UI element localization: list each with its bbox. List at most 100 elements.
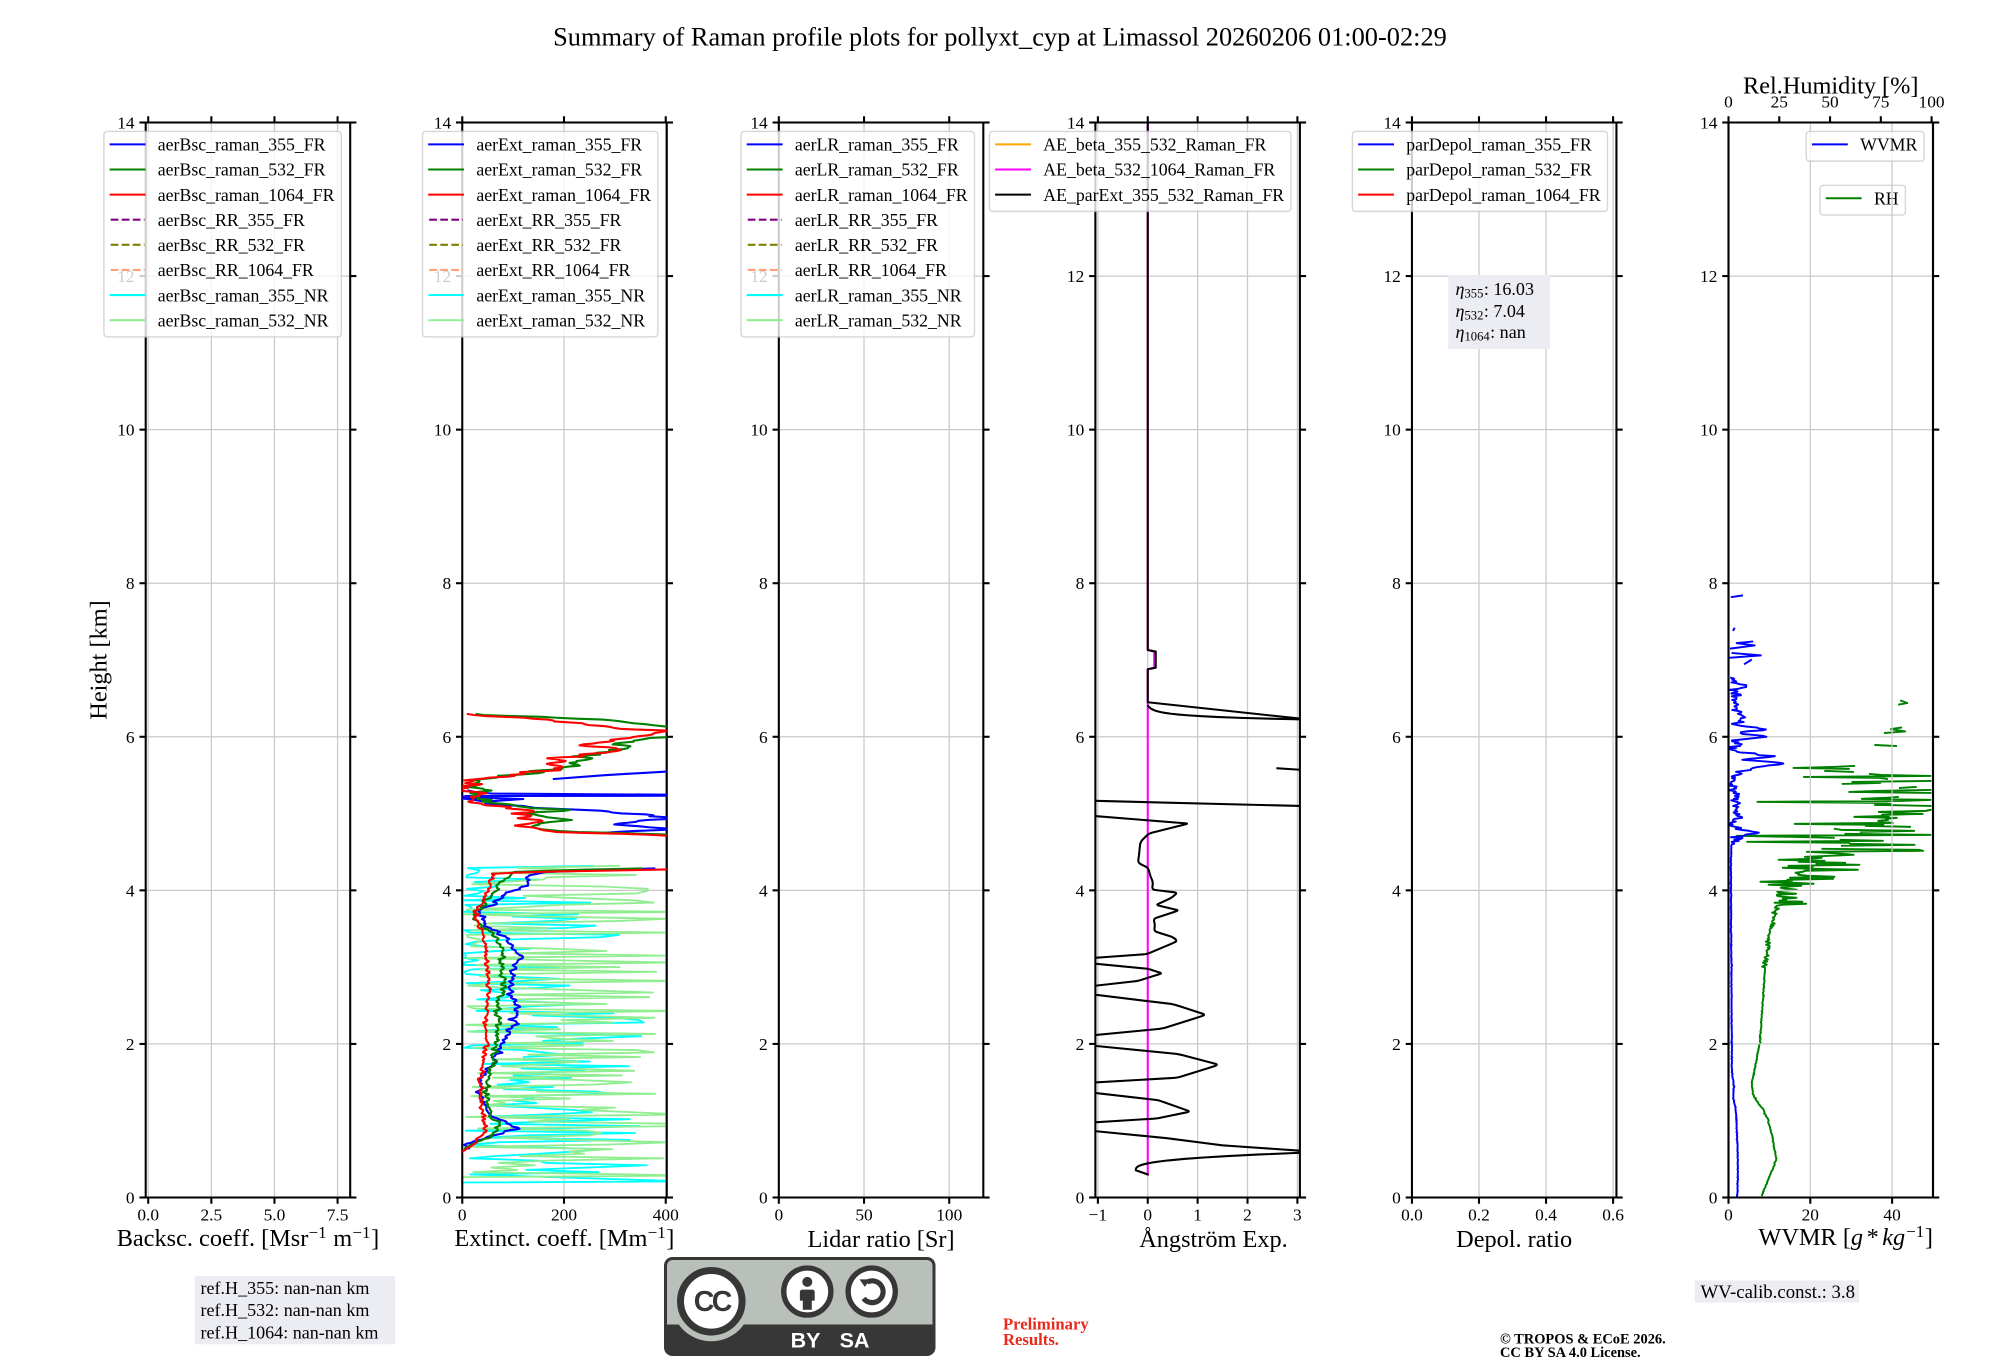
svg-text:WV-calib.const.: 3.8: WV-calib.const.: 3.8 bbox=[1701, 1282, 1856, 1303]
svg-text:aerBsc_raman_1064_FR: aerBsc_raman_1064_FR bbox=[158, 185, 335, 205]
svg-text:8: 8 bbox=[442, 574, 451, 593]
svg-text:8: 8 bbox=[759, 574, 768, 593]
svg-text:12: 12 bbox=[1067, 267, 1084, 286]
svg-text:Ångström Exp.: Ångström Exp. bbox=[1139, 1226, 1287, 1253]
svg-text:Height [km]: Height [km] bbox=[85, 600, 112, 719]
svg-text:ref.H_532: nan-nan km: ref.H_532: nan-nan km bbox=[201, 1300, 370, 1320]
svg-text:Summary of Raman profile plots: Summary of Raman profile plots for polly… bbox=[553, 22, 1447, 52]
svg-text:4: 4 bbox=[1392, 881, 1401, 900]
svg-text:6: 6 bbox=[442, 728, 451, 747]
svg-text:0: 0 bbox=[1724, 93, 1733, 112]
svg-text:40: 40 bbox=[1883, 1206, 1901, 1225]
svg-text:5.0: 5.0 bbox=[264, 1206, 286, 1225]
svg-text:4: 4 bbox=[1709, 881, 1718, 900]
svg-text:4: 4 bbox=[442, 881, 451, 900]
svg-text:aerLR_raman_532_FR: aerLR_raman_532_FR bbox=[795, 160, 959, 180]
svg-text:10: 10 bbox=[1700, 421, 1718, 440]
svg-text:0: 0 bbox=[458, 1206, 467, 1225]
svg-text:0: 0 bbox=[774, 1206, 783, 1225]
svg-text:14: 14 bbox=[1700, 114, 1718, 133]
svg-text:0: 0 bbox=[1143, 1206, 1152, 1225]
svg-text:14: 14 bbox=[1067, 114, 1085, 133]
svg-text:Results.: Results. bbox=[1003, 1330, 1059, 1349]
svg-text:8: 8 bbox=[126, 574, 135, 593]
svg-text:6: 6 bbox=[126, 728, 135, 747]
svg-text:6: 6 bbox=[759, 728, 768, 747]
svg-text:WVMR: WVMR bbox=[1860, 135, 1917, 155]
svg-text:aerExt_raman_1064_FR: aerExt_raman_1064_FR bbox=[476, 185, 651, 205]
svg-text:aerBsc_raman_532_FR: aerBsc_raman_532_FR bbox=[158, 160, 326, 180]
svg-text:parDepol_raman_1064_FR: parDepol_raman_1064_FR bbox=[1406, 185, 1601, 205]
svg-text:2: 2 bbox=[1243, 1206, 1252, 1225]
svg-text:2: 2 bbox=[1392, 1035, 1401, 1054]
svg-text:0.2: 0.2 bbox=[1468, 1206, 1490, 1225]
svg-text:aerExt_RR_1064_FR: aerExt_RR_1064_FR bbox=[476, 260, 630, 280]
svg-text:aerExt_raman_532_FR: aerExt_raman_532_FR bbox=[476, 160, 642, 180]
svg-text:14: 14 bbox=[750, 114, 768, 133]
svg-text:0.0: 0.0 bbox=[1401, 1206, 1423, 1225]
svg-text:aerBsc_RR_355_FR: aerBsc_RR_355_FR bbox=[158, 210, 305, 230]
svg-text:7.5: 7.5 bbox=[327, 1206, 349, 1225]
svg-text:aerBsc_raman_355_NR: aerBsc_raman_355_NR bbox=[158, 285, 329, 305]
svg-text:75: 75 bbox=[1872, 93, 1889, 112]
svg-text:CC BY SA 4.0 License.: CC BY SA 4.0 License. bbox=[1500, 1345, 1641, 1360]
svg-text:2: 2 bbox=[126, 1035, 135, 1054]
svg-text:© TROPOS & ECoE 2026.: © TROPOS & ECoE 2026. bbox=[1500, 1332, 1666, 1348]
svg-text:E x t i: E x t i n c t . c o e f f . [ M m ] − 1 bbox=[454, 1218, 680, 1252]
svg-text:2: 2 bbox=[759, 1035, 768, 1054]
svg-text:η 3 5 5 :: η 3 5 5 : 1 6 . 0 3 bbox=[1456, 275, 1534, 302]
svg-text:14: 14 bbox=[117, 114, 135, 133]
svg-text:RH: RH bbox=[1874, 188, 1899, 208]
svg-text:0.0: 0.0 bbox=[137, 1206, 159, 1225]
svg-text:100: 100 bbox=[936, 1206, 962, 1225]
svg-text:0: 0 bbox=[1392, 1189, 1401, 1208]
svg-text:12: 12 bbox=[1700, 267, 1717, 286]
svg-text:4: 4 bbox=[759, 881, 768, 900]
svg-text:0: 0 bbox=[1709, 1189, 1718, 1208]
svg-text:aerExt_raman_355_NR: aerExt_raman_355_NR bbox=[476, 285, 645, 305]
svg-text:3: 3 bbox=[1293, 1206, 1302, 1225]
svg-text:AE_parExt_355_532_Raman_FR: AE_parExt_355_532_Raman_FR bbox=[1043, 185, 1284, 205]
svg-text:8: 8 bbox=[1392, 574, 1401, 593]
svg-text:aerBsc_raman_532_NR: aerBsc_raman_532_NR bbox=[158, 310, 329, 330]
svg-text:aerExt_RR_355_FR: aerExt_RR_355_FR bbox=[476, 210, 621, 230]
svg-text:aerLR_RR_1064_FR: aerLR_RR_1064_FR bbox=[795, 260, 947, 280]
svg-text:10: 10 bbox=[1067, 421, 1085, 440]
svg-text:10: 10 bbox=[117, 421, 135, 440]
svg-text:2.5: 2.5 bbox=[200, 1206, 222, 1225]
svg-text:parDepol_raman_355_FR: parDepol_raman_355_FR bbox=[1406, 135, 1592, 155]
svg-text:0: 0 bbox=[759, 1189, 768, 1208]
svg-text:6: 6 bbox=[1709, 728, 1718, 747]
svg-text:0: 0 bbox=[442, 1189, 451, 1208]
svg-text:4: 4 bbox=[126, 881, 135, 900]
svg-text:aerExt_raman_355_FR: aerExt_raman_355_FR bbox=[476, 135, 642, 155]
svg-text:−1: −1 bbox=[1089, 1206, 1107, 1225]
svg-text:100: 100 bbox=[1919, 93, 1945, 112]
svg-text:ref.H_355: nan-nan km: ref.H_355: nan-nan km bbox=[201, 1278, 370, 1298]
svg-text:0: 0 bbox=[1076, 1189, 1085, 1208]
svg-text:ref.H_1064: nan-nan km: ref.H_1064: nan-nan km bbox=[201, 1322, 379, 1342]
svg-text:4: 4 bbox=[1076, 881, 1085, 900]
svg-text:50: 50 bbox=[1821, 93, 1839, 112]
svg-text:η 1 0 6 4: η 1 0 6 4 : n a n bbox=[1456, 318, 1526, 345]
svg-text:0.4: 0.4 bbox=[1535, 1206, 1557, 1225]
svg-text:aerLR_raman_1064_FR: aerLR_raman_1064_FR bbox=[795, 185, 968, 205]
svg-text:10: 10 bbox=[434, 421, 452, 440]
svg-text:AE_beta_532_1064_Raman_FR: AE_beta_532_1064_Raman_FR bbox=[1043, 160, 1275, 180]
svg-text:BY: BY bbox=[791, 1329, 821, 1353]
svg-text:25: 25 bbox=[1771, 93, 1788, 112]
svg-text:8: 8 bbox=[1076, 574, 1085, 593]
svg-text:aerLR_raman_532_NR: aerLR_raman_532_NR bbox=[795, 310, 962, 330]
svg-text:Depol. ratio: Depol. ratio bbox=[1456, 1226, 1572, 1253]
svg-text:50: 50 bbox=[855, 1206, 873, 1225]
svg-text:2: 2 bbox=[1709, 1035, 1718, 1054]
svg-text:2: 2 bbox=[442, 1035, 451, 1054]
svg-text:8: 8 bbox=[1709, 574, 1718, 593]
svg-text:Rel.Humidity [%]: Rel.Humidity [%] bbox=[1743, 73, 1918, 100]
svg-text:0.6: 0.6 bbox=[1602, 1206, 1624, 1225]
svg-text:2: 2 bbox=[1076, 1035, 1085, 1054]
svg-text:η 5 3 2 :: η 5 3 2 : 7 . 0 4 bbox=[1456, 297, 1525, 324]
svg-text:14: 14 bbox=[1383, 114, 1401, 133]
svg-text:6: 6 bbox=[1076, 728, 1085, 747]
svg-text:aerExt_RR_532_FR: aerExt_RR_532_FR bbox=[476, 235, 621, 255]
